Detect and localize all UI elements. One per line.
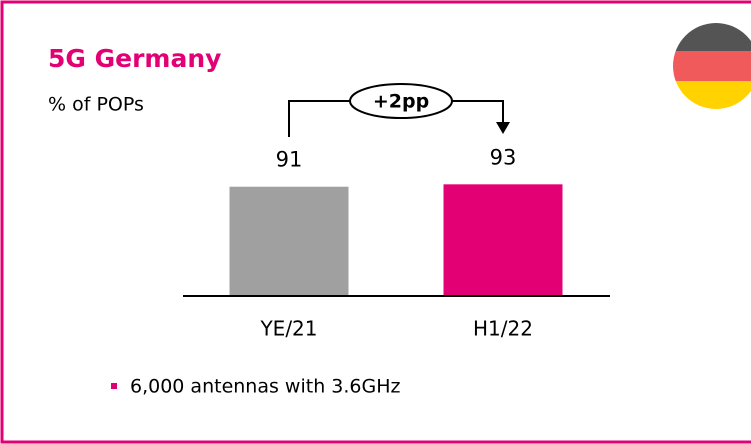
bar [229, 186, 349, 295]
bullet-text: 6,000 antennas with 3.6GHz [130, 376, 400, 398]
x-tick-label: H1/22 [473, 317, 533, 341]
bullet-marker [111, 383, 117, 389]
flag-icon [673, 23, 751, 109]
value-label: 93 [490, 145, 517, 169]
annotation: +2pp [373, 91, 429, 113]
chart-subtitle: % of POPs [48, 94, 144, 116]
bracket [288, 100, 504, 137]
annotation-bubble [349, 83, 453, 119]
bar [443, 184, 563, 295]
chart-title: 5G Germany [48, 44, 221, 73]
arrow-head [496, 122, 510, 134]
value-label: 91 [276, 148, 303, 172]
x-tick-label: YE/21 [259, 317, 317, 341]
